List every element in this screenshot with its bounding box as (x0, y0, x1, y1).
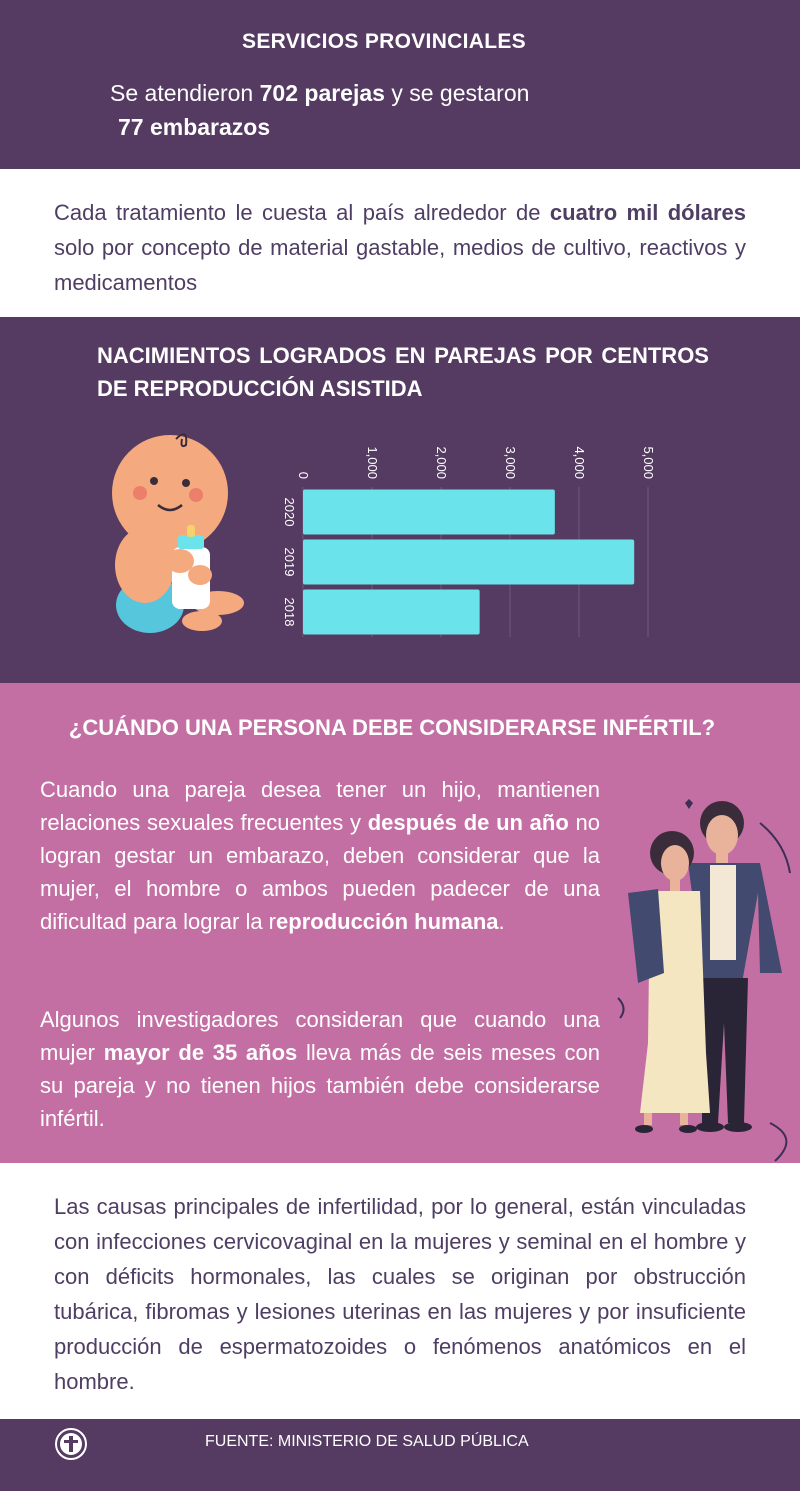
causes-paragraph: Las causas principales de infertilidad, … (54, 1194, 746, 1394)
bar-2020 (303, 489, 555, 535)
cost-section: Cada tratamiento le cuesta al país alred… (0, 169, 800, 317)
births-section: NACIMIENTOS LOGRADOS EN PAREJAS POR CENT… (0, 317, 800, 683)
category-label-2020: 2020 (282, 498, 297, 527)
bar-2018 (303, 589, 480, 635)
source-text: FUENTE: MINISTERIO DE SALUD PÚBLICA (205, 1433, 529, 1450)
ministry-logo-icon (55, 1428, 87, 1460)
x-tick-label: 1,000 (365, 446, 380, 479)
age-criteria-paragraph: Algunos investigadores consideran que cu… (40, 1007, 601, 1131)
pregnancies-text: 77 embarazos (118, 114, 271, 140)
causes-section: Las causas principales de infertilidad, … (0, 1163, 800, 1419)
section-title: SERVICIOS PROVINCIALES (242, 30, 526, 53)
infertility-section: ¿CUÁNDO UNA PERSONA DEBE CONSIDERARSE IN… (0, 683, 800, 1163)
infertility-question-title: ¿CUÁNDO UNA PERSONA DEBE CONSIDERARSE IN… (68, 715, 716, 740)
baby-illustration (112, 433, 244, 633)
births-bar-chart: 0 1,000 2,000 3,000 4,000 5,000 2020 2019 2018 (260, 427, 680, 662)
x-tick-label: 2,000 (434, 446, 449, 479)
chart-title: NACIMIENTOS LOGRADOS EN PAREJAS POR CENT… (97, 343, 709, 401)
couple-illustration (617, 799, 791, 1162)
bar-2019 (303, 539, 635, 585)
header-section: SERVICIOS PROVINCIALES Se atendieron 702… (0, 0, 800, 169)
chart-svg: 0 1,000 2,000 3,000 4,000 5,000 2020 2019 2018 (282, 446, 656, 637)
x-tick-label: 0 (296, 472, 311, 479)
cost-paragraph: Cada tratamiento le cuesta al país alred… (54, 200, 746, 295)
category-label-2018: 2018 (282, 598, 297, 627)
x-tick-label: 4,000 (572, 446, 587, 479)
x-tick-label: 5,000 (641, 446, 656, 479)
footer: FUENTE: MINISTERIO DE SALUD PÚBLICA (0, 1419, 800, 1491)
couples-served-text: Se atendieron 702 parejas y se gestaron (110, 80, 530, 106)
infertility-definition-paragraph: Cuando una pareja desea tener un hijo, m… (40, 777, 600, 934)
category-label-2019: 2019 (282, 548, 297, 577)
x-tick-label: 3,000 (503, 446, 518, 479)
